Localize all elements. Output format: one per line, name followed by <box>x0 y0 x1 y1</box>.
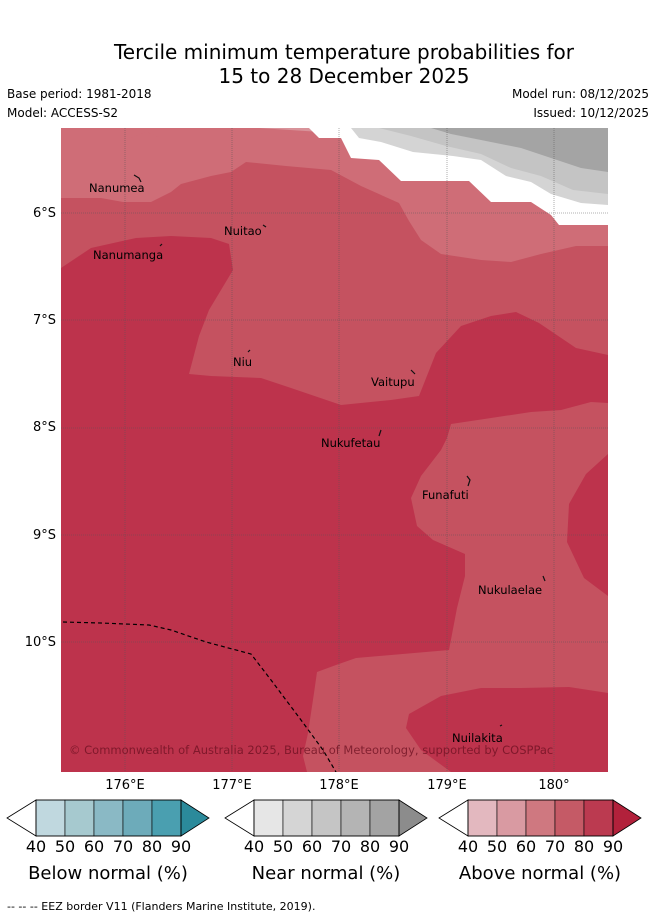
colorbar-below-segment <box>122 799 153 837</box>
copyright-credit: © Commonwealth of Australia 2025, Bureau… <box>69 743 553 757</box>
colorbar-above-segment <box>467 799 498 837</box>
lon-label-179e: 179°E <box>427 778 467 793</box>
island-nukulaelae <box>542 575 546 582</box>
tick: 60 <box>515 837 537 856</box>
colorbar-above-segment <box>583 799 614 837</box>
tick: 50 <box>486 837 508 856</box>
colorbar-below <box>6 799 210 837</box>
label-nukufetau: Nukufetau <box>321 436 380 450</box>
colorbar-above <box>438 799 642 837</box>
label-nanumanga: Nanumanga <box>93 248 163 262</box>
tick: 40 <box>25 837 47 856</box>
tick: 80 <box>573 837 595 856</box>
base-period: Base period: 1981-2018 <box>7 87 152 101</box>
colorbar-above-segment <box>554 799 585 837</box>
tick: 70 <box>330 837 352 856</box>
island-vaitupu <box>410 369 416 375</box>
lat-label-10s: 10°S <box>24 635 56 650</box>
label-nanumea: Nanumea <box>89 181 145 195</box>
tick: 70 <box>544 837 566 856</box>
colorbar-near-segment <box>340 799 371 837</box>
lon-label-177e: 177°E <box>212 778 252 793</box>
colorbar-below-segment <box>64 799 95 837</box>
tick: 40 <box>457 837 479 856</box>
tick: 80 <box>141 837 163 856</box>
colorbar-below-segment <box>151 799 182 837</box>
colorbar-below-label: Below normal (%) <box>28 863 188 884</box>
colorbar-near-segment <box>369 799 400 837</box>
region-above-60-blob <box>131 132 159 148</box>
lat-label-7s: 7°S <box>32 313 56 328</box>
tick: 50 <box>272 837 294 856</box>
lat-label-8s: 8°S <box>32 420 56 435</box>
label-nukulaelae: Nukulaelae <box>478 583 542 597</box>
lon-label-178e: 178°E <box>319 778 359 793</box>
tick: 60 <box>301 837 323 856</box>
island-nanumanga <box>159 243 163 247</box>
islands <box>133 174 546 727</box>
lat-label-9s: 9°S <box>32 528 56 543</box>
tick: 50 <box>54 837 76 856</box>
colorbar-above-max-arrow <box>612 799 642 837</box>
label-nuilakita: Nuilakita <box>452 731 503 745</box>
island-nuitao <box>262 224 267 228</box>
region-above-70-east <box>303 402 608 772</box>
colorbar-below-min-arrow <box>6 799 37 837</box>
label-funafuti: Funafuti <box>422 488 469 502</box>
colorbar-above-min-arrow <box>438 799 469 837</box>
colorbar-above-segment <box>496 799 527 837</box>
tick: 90 <box>170 837 192 856</box>
tick: 90 <box>602 837 624 856</box>
colorbar-near-segment <box>282 799 313 837</box>
colorbar-near-segment <box>311 799 342 837</box>
island-nukufetau <box>378 429 382 437</box>
graticule <box>61 128 608 772</box>
probability-map: Nanumea Nuitao Nanumanga Niu Vaitupu Nuk… <box>61 128 608 772</box>
colorbar-near-min-arrow <box>224 799 255 837</box>
tick: 60 <box>83 837 105 856</box>
model-name: Model: ACCESS-S2 <box>7 106 119 120</box>
tick: 40 <box>243 837 265 856</box>
issued-date: Issued: 10/12/2025 <box>533 106 649 120</box>
chart-title-line2: 15 to 28 December 2025 <box>218 64 470 88</box>
island-funafuti <box>466 475 471 487</box>
colorbar-near <box>224 799 428 837</box>
colorbar-below-segment <box>93 799 124 837</box>
lon-label-180: 180° <box>538 778 570 793</box>
lat-label-6s: 6°S <box>32 206 56 221</box>
island-nanumea <box>133 174 142 183</box>
colorbar-below-max-arrow <box>180 799 210 837</box>
colorbar-near-max-arrow <box>398 799 428 837</box>
colorbar-above-label: Above normal (%) <box>458 863 622 884</box>
region-near-80 <box>431 128 608 172</box>
island-niu <box>247 349 251 353</box>
chart-title-line1: Tercile minimum temperature probabilitie… <box>113 40 575 64</box>
eez-border <box>62 621 337 772</box>
tick: 80 <box>359 837 381 856</box>
region-above-80-southeast <box>406 687 608 772</box>
tick: 70 <box>112 837 134 856</box>
label-vaitupu: Vaitupu <box>371 375 415 389</box>
lon-label-176e: 176°E <box>105 778 145 793</box>
label-nuitao: Nuitao <box>224 224 262 238</box>
colorbar-below-segment <box>35 799 66 837</box>
tick: 90 <box>388 837 410 856</box>
colorbar-near-segment <box>253 799 284 837</box>
model-run: Model run: 08/12/2025 <box>511 87 649 101</box>
eez-footnote: -- -- -- EEZ border V11 (Flanders Marine… <box>7 900 316 913</box>
colorbar-near-label: Near normal (%) <box>251 863 401 884</box>
label-niu: Niu <box>233 355 252 369</box>
island-nuilakita <box>499 724 503 727</box>
colorbar-above-segment <box>525 799 556 837</box>
